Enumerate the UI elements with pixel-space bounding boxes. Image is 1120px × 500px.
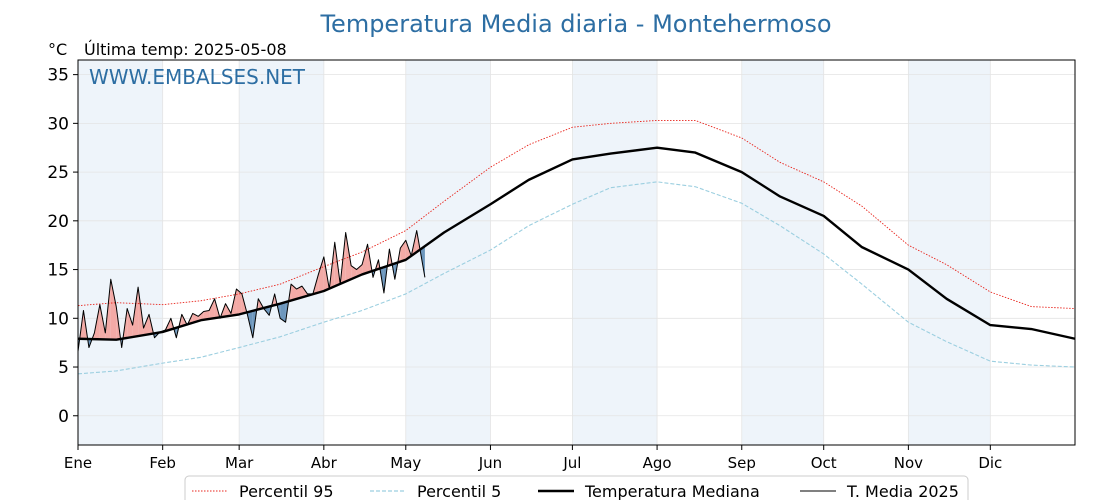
legend-label: Temperatura Mediana xyxy=(584,482,760,500)
above-median-fill xyxy=(209,298,215,319)
x-tick-label: Feb xyxy=(149,454,176,472)
x-tick-label: Sep xyxy=(728,454,756,472)
above-median-fill xyxy=(400,240,406,262)
x-tick-label: Mar xyxy=(225,454,254,472)
y-tick-label: 5 xyxy=(58,358,69,378)
plot-frame xyxy=(77,59,1076,446)
above-median-fill xyxy=(198,311,204,322)
y-tick-label: 0 xyxy=(58,407,69,427)
above-median-fill xyxy=(362,244,368,275)
series-line-percentil-95 xyxy=(77,119,1076,309)
y-tick-label: 30 xyxy=(47,114,69,134)
y-tick-label: 15 xyxy=(47,261,69,281)
month-shade-nov xyxy=(908,60,991,445)
x-tick-label: Abr xyxy=(311,454,338,472)
axes: 0 5 10 15 20 25 30 35 Ene Feb Mar Abr May Jun Jul Ago Se… xyxy=(47,66,1002,472)
x-tick-label: Nov xyxy=(894,454,923,472)
above-median-fill xyxy=(110,279,117,340)
y-tick-label: 10 xyxy=(47,309,69,329)
month-shade-may xyxy=(405,60,491,445)
y-unit-label: °C xyxy=(48,40,67,59)
above-median-fill xyxy=(143,314,150,336)
month-shade-sep xyxy=(741,60,824,445)
x-tick-label: Ago xyxy=(643,454,672,472)
above-median-fill xyxy=(127,308,133,338)
legend-label: T. Media 2025 xyxy=(846,482,959,500)
legend-box xyxy=(184,475,969,500)
month-shade-mar xyxy=(239,60,324,445)
series-line-t-media-2025 xyxy=(77,230,426,352)
x-tick-label: May xyxy=(390,454,421,472)
month-shade-jul xyxy=(572,60,658,445)
above-median-fill xyxy=(318,256,324,293)
watermark: WWW.EMBALSES.NET xyxy=(89,65,306,89)
series-line-percentil-5 xyxy=(77,181,1076,375)
below-median-fill xyxy=(280,302,286,323)
legend-label: Percentil 95 xyxy=(239,482,334,500)
y-tick-label: 25 xyxy=(47,163,69,183)
last-update-label: Última temp: 2025-05-08 xyxy=(84,40,287,59)
x-tick-label: Oct xyxy=(811,454,837,472)
above-median-fill xyxy=(296,286,302,299)
above-median-fill xyxy=(236,289,242,315)
above-median-fill xyxy=(345,232,352,282)
chart-title: Temperatura Media diaria - Montehermoso xyxy=(319,10,831,38)
above-median-fill xyxy=(203,310,210,320)
x-tick-label: Ene xyxy=(64,454,92,472)
x-tick-label: Jul xyxy=(562,454,581,472)
series-line-temperatura-mediana xyxy=(77,146,1076,341)
y-tick-label: 35 xyxy=(47,66,69,86)
series-lines xyxy=(77,119,1076,375)
y-tick-label: 20 xyxy=(47,212,69,232)
legend: Percentil 95 Percentil 5 Temperatura Media… xyxy=(184,475,969,500)
x-tick-label: Dic xyxy=(978,454,1002,472)
legend-label: Percentil 5 xyxy=(417,482,501,500)
month-shade-ene xyxy=(78,60,163,445)
x-tick-label: Jun xyxy=(478,454,502,472)
month-shading xyxy=(78,60,991,445)
